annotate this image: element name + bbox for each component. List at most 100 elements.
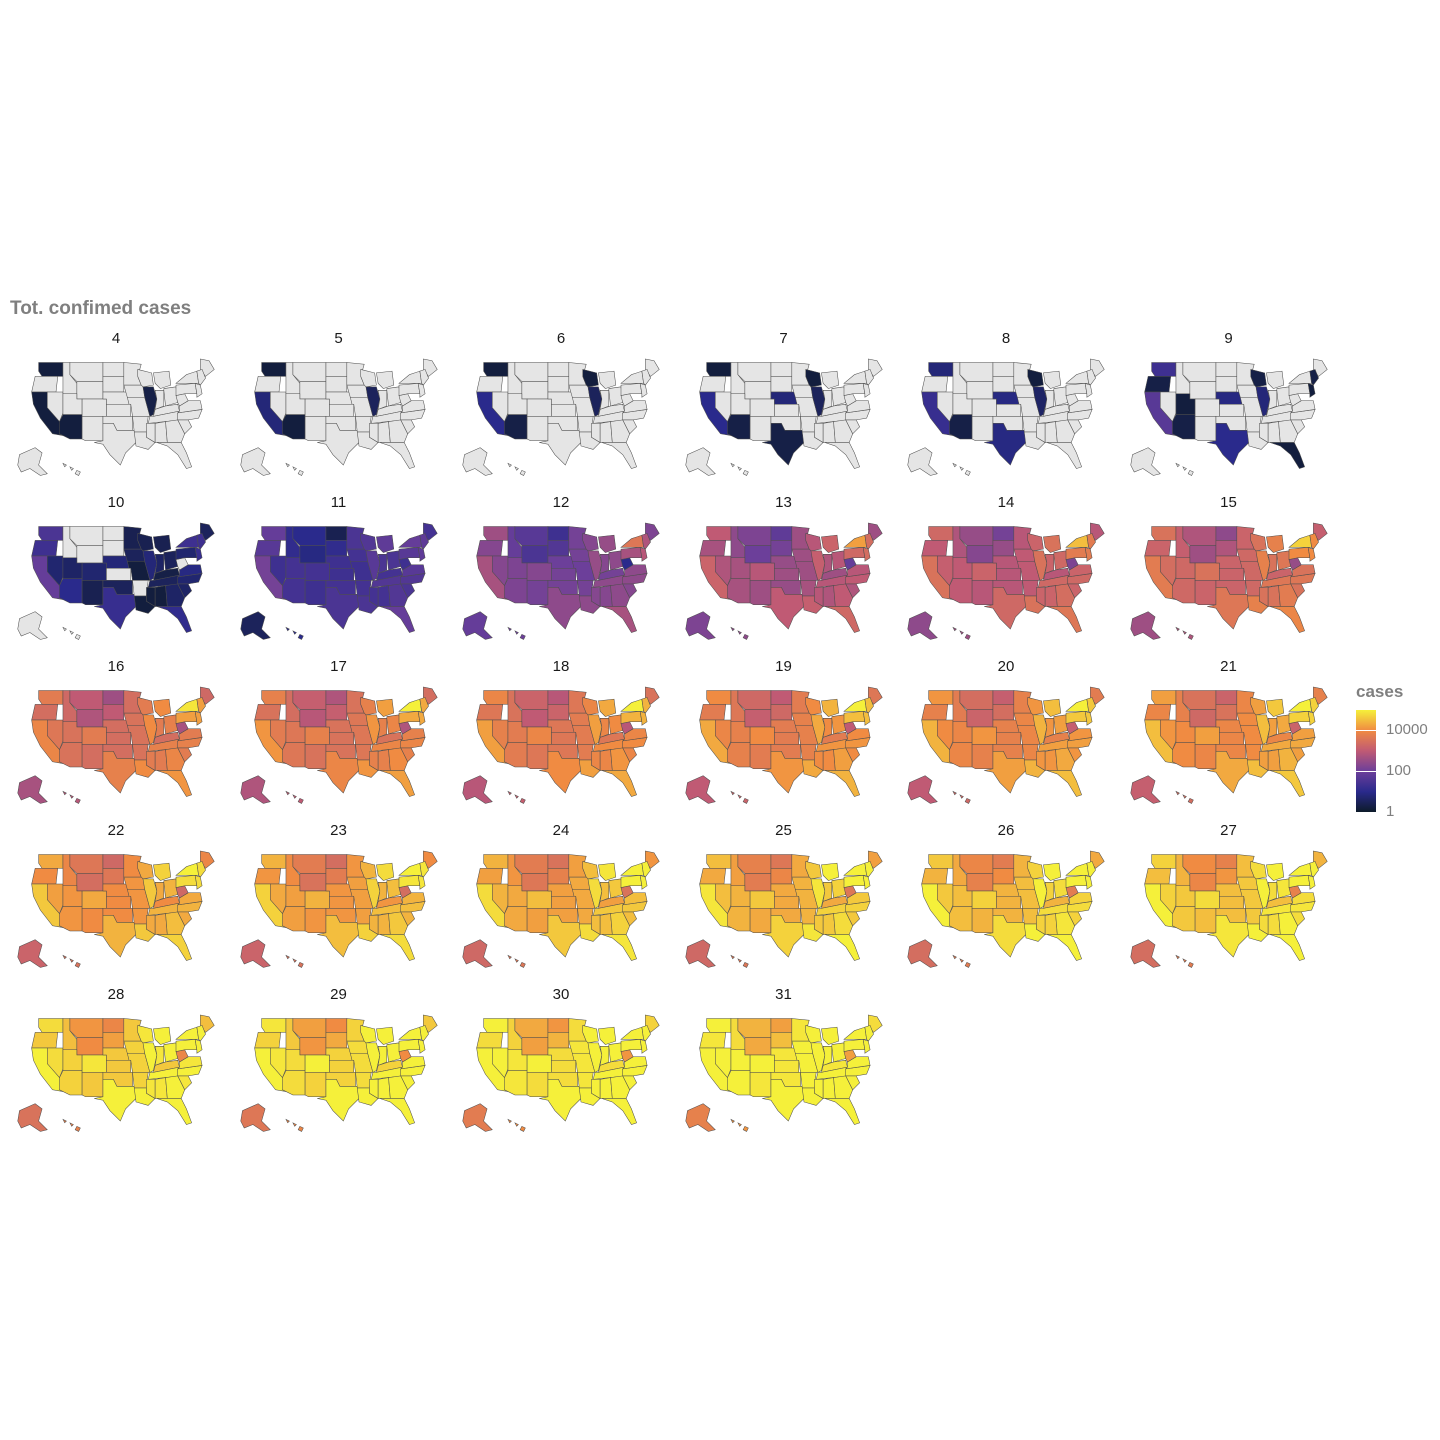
facet-label: 23	[330, 822, 347, 839]
state-CO	[971, 398, 997, 417]
us-map	[239, 358, 438, 476]
state-CO	[526, 890, 552, 909]
state-ND	[325, 1018, 347, 1033]
state-NE	[325, 555, 352, 569]
state-MT	[1182, 854, 1216, 874]
state-NM	[81, 1072, 104, 1097]
facet-label: 21	[1220, 658, 1237, 675]
state-NEN	[419, 533, 429, 550]
state-NE	[547, 719, 575, 733]
state-OR	[476, 376, 504, 393]
state-SD	[325, 704, 347, 721]
state-HI	[507, 1118, 526, 1132]
state-NV	[269, 1047, 286, 1079]
us-map	[907, 522, 1105, 640]
state-AR	[1244, 416, 1261, 433]
state-SD	[770, 868, 792, 885]
state-GA	[1055, 747, 1075, 771]
state-NY	[1287, 862, 1312, 876]
state-OH	[608, 878, 624, 899]
state-HI	[1174, 462, 1194, 476]
state-WY	[744, 709, 771, 728]
facet-panel-16: 16	[16, 658, 216, 818]
state-SD	[770, 540, 792, 557]
us-map	[239, 686, 438, 804]
facet-label: 13	[775, 494, 792, 511]
state-NE	[992, 555, 1020, 569]
state-IL	[365, 1042, 380, 1073]
state-AL	[1267, 585, 1281, 607]
state-CO	[1194, 890, 1220, 909]
state-GA	[165, 1075, 185, 1099]
state-GA	[832, 747, 853, 771]
state-KY	[1265, 403, 1293, 417]
us-map	[17, 1014, 215, 1132]
state-SD	[325, 540, 347, 557]
state-IL	[1255, 550, 1270, 581]
state-ME	[422, 358, 438, 377]
state-NY	[620, 862, 644, 876]
state-OR	[1143, 868, 1171, 885]
state-HI	[1174, 790, 1194, 804]
state-IL	[1032, 878, 1048, 909]
state-NV	[714, 719, 731, 751]
state-AK	[1129, 447, 1161, 476]
state-ND	[992, 854, 1015, 869]
state-ME	[200, 850, 215, 869]
state-NE	[770, 719, 797, 733]
state-MI	[1265, 698, 1284, 717]
state-NM	[971, 744, 994, 769]
state-NY	[620, 1026, 644, 1040]
state-TX	[539, 587, 582, 630]
state-MI	[820, 370, 839, 389]
state-HI	[507, 954, 526, 968]
facet-label: 24	[552, 822, 570, 839]
state-NM	[304, 580, 326, 605]
state-AL	[822, 913, 836, 935]
state-PA	[398, 875, 420, 888]
state-AL	[822, 421, 836, 443]
state-AK	[462, 775, 493, 804]
state-SD	[325, 376, 347, 393]
state-KS	[773, 567, 799, 581]
state-NV	[269, 555, 286, 587]
state-OH	[386, 878, 401, 899]
state-AR	[354, 416, 371, 433]
state-KY	[153, 895, 180, 909]
state-FL	[379, 770, 415, 797]
state-NY	[397, 1026, 422, 1040]
state-NY	[1287, 370, 1312, 384]
state-AK	[462, 611, 493, 640]
state-OH	[831, 550, 846, 571]
state-KS	[328, 731, 354, 745]
state-ND	[102, 1018, 125, 1033]
state-OR	[476, 1032, 504, 1049]
legend-tick-mark	[1356, 812, 1376, 813]
state-AR	[577, 1072, 594, 1089]
state-HI	[729, 790, 749, 804]
state-NM	[81, 744, 104, 769]
state-NM	[304, 908, 326, 933]
state-KY	[1265, 731, 1293, 745]
state-TX	[984, 423, 1027, 466]
state-MT	[514, 690, 549, 710]
state-TX	[984, 751, 1027, 794]
state-NY	[1065, 698, 1089, 712]
state-SD	[102, 376, 125, 393]
state-PA	[1065, 711, 1088, 724]
state-OH	[163, 1042, 179, 1063]
state-AL	[377, 1077, 391, 1099]
state-WY	[744, 1037, 771, 1056]
state-OR	[921, 704, 949, 721]
state-IN	[599, 1046, 610, 1066]
state-MAT	[1307, 546, 1315, 562]
state-OH	[163, 878, 179, 899]
facet-panel-6: 6	[461, 330, 661, 490]
state-OH	[1053, 878, 1069, 899]
state-NY	[175, 698, 199, 712]
state-IA	[123, 548, 145, 562]
state-SD	[547, 868, 570, 885]
state-KS	[773, 403, 799, 417]
state-OR	[253, 1032, 281, 1049]
state-KY	[153, 1059, 180, 1073]
